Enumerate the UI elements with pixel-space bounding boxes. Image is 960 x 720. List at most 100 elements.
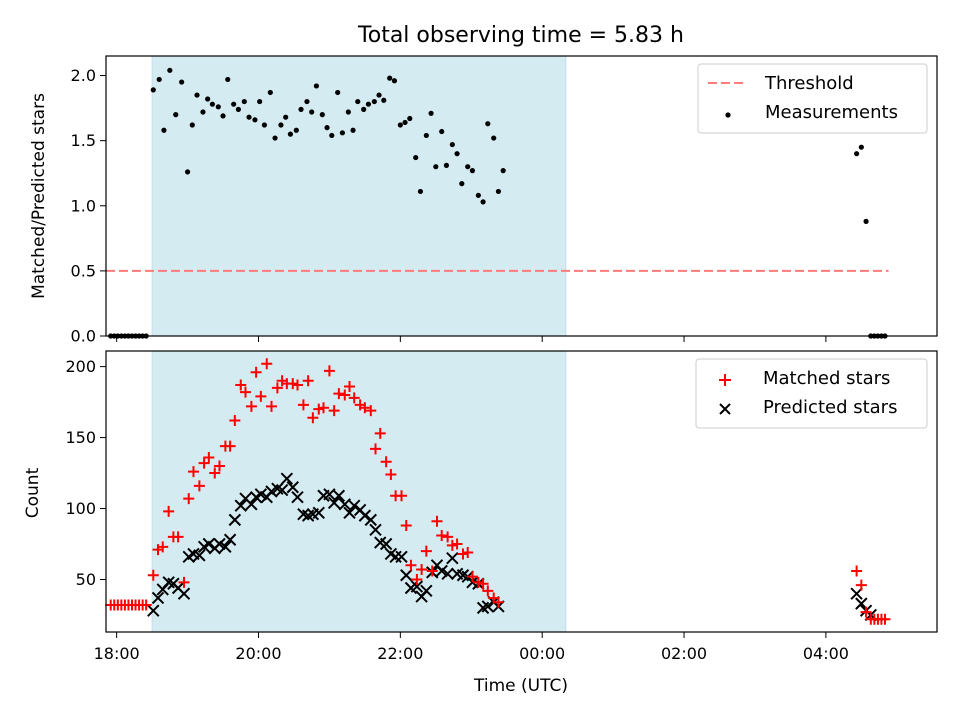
matched-star-point (477, 578, 489, 590)
predicted-star-point (348, 499, 361, 512)
predicted-star-point (358, 509, 372, 522)
predicted-star-point (312, 506, 325, 519)
predicted-star-point (286, 481, 299, 494)
matched-star-point (297, 399, 309, 411)
matched-star-point (147, 569, 159, 581)
measurement-point (371, 98, 377, 105)
matched-star-point (265, 400, 277, 412)
measurement-point (454, 151, 460, 157)
matched-star-point (411, 573, 423, 585)
measurement-point (355, 98, 361, 105)
measurement-point (361, 106, 367, 112)
matched-star-point (229, 415, 241, 427)
count-panel: 50 100 150 200 18:00 20:00 22:00 00:00 02:00 04:… (23, 350, 938, 696)
matched-star-point (235, 379, 247, 391)
predicted-star-point (151, 591, 165, 605)
measurement-point (350, 127, 356, 133)
measurement-point (459, 181, 465, 187)
measurement-point (150, 87, 156, 93)
matched-star-point (426, 565, 438, 577)
measurement-point (329, 132, 335, 139)
measurement-point (423, 132, 429, 139)
measurement-point (215, 104, 221, 110)
matched-star-point (466, 571, 478, 583)
measurement-point (261, 122, 267, 128)
measurement-point (241, 98, 247, 105)
matched-star-point (431, 515, 443, 527)
predicted-star-point (275, 483, 289, 497)
y-tick-label: 0.5 (71, 261, 96, 280)
matched-star-point (359, 402, 371, 414)
measurement-point (428, 110, 434, 116)
matched-star-point (365, 405, 377, 417)
measurement-point (287, 131, 294, 137)
predicted-legend-marker (719, 403, 731, 415)
x-tick-label: 04:00 (803, 644, 849, 663)
predicted-star-point (228, 513, 242, 527)
predicted-star-point (410, 580, 424, 593)
y-tick-label: 1.5 (71, 131, 96, 150)
measurement-point (293, 127, 299, 133)
measurement-point (313, 83, 320, 89)
measurement-point (283, 114, 289, 120)
matched-star-point (420, 545, 432, 557)
predicted-star-point (441, 567, 454, 581)
matched-star-point (163, 505, 175, 517)
measurement-point (397, 122, 403, 128)
predicted-star-point (219, 540, 232, 554)
predicted-star-point (213, 537, 226, 551)
measurement-point (272, 135, 278, 141)
predicted-star-point (369, 523, 382, 537)
matched-star-point (250, 366, 262, 378)
matched-legend-marker (719, 374, 731, 386)
predicted-star-point (855, 597, 868, 610)
measurement-point (225, 76, 231, 83)
matched-star-point (451, 538, 463, 550)
predicted-star-point (202, 537, 216, 551)
x-tick-label: 20:00 (235, 644, 281, 663)
predicted-star-point (481, 600, 495, 613)
matched-star-point (472, 576, 484, 588)
count-legend-box (695, 358, 928, 429)
measurement-point (304, 98, 310, 105)
x-tick-label: 22:00 (377, 644, 423, 663)
measurement-point (235, 106, 241, 112)
y-tick-label: 150 (65, 428, 96, 447)
y-tick-label: 2.0 (71, 66, 96, 85)
x-tick-label: 18:00 (94, 644, 140, 663)
y-tick-label: 200 (65, 357, 96, 376)
ratio-panel: 0.00.51.01.52.0 Matched/Predicted stars … (29, 55, 938, 346)
matched-star-point (348, 392, 360, 404)
measurement-point (246, 114, 252, 120)
measurement-point (298, 106, 304, 112)
matched-star-point (344, 380, 356, 392)
ratio-plot-frame (105, 55, 938, 337)
y-tick-label: 50 (76, 570, 96, 589)
predicted-star-point (291, 490, 304, 504)
matched-star-point (492, 596, 504, 608)
matched-star-point (405, 559, 417, 571)
y-tick-label: 1.0 (71, 196, 96, 215)
predicted-star-point (223, 533, 237, 546)
y-tick-label: 100 (65, 499, 96, 518)
matched-star-point (313, 403, 325, 415)
measurement-point (495, 188, 502, 195)
measurement-point (189, 122, 195, 128)
x-axis-label: Time (UTC) (473, 676, 568, 696)
predicted-star-point (332, 489, 346, 502)
predicted-star-point (177, 587, 191, 600)
predicted-star-point (395, 550, 408, 563)
matched-star-point (374, 427, 386, 439)
matched-star-point (245, 400, 257, 412)
predicted-star-point (147, 604, 160, 617)
measurement-point (376, 92, 382, 98)
matched-star-point (462, 547, 474, 559)
predicted-star-point (446, 551, 459, 565)
predicted-star-point (850, 587, 863, 600)
matched-star-point (328, 405, 340, 417)
measurement-point (387, 75, 393, 81)
matched-star-point (333, 388, 345, 400)
measurement-point (278, 122, 284, 128)
measurement-point (858, 144, 864, 150)
measurement-point (173, 112, 179, 118)
